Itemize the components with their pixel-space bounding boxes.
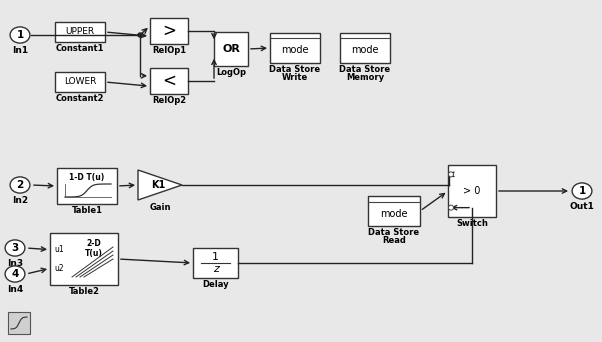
Text: Delay: Delay <box>202 280 229 289</box>
Circle shape <box>448 172 453 177</box>
Ellipse shape <box>10 27 30 43</box>
Text: 2: 2 <box>16 180 23 190</box>
Bar <box>150 18 188 44</box>
Text: OR: OR <box>222 44 240 54</box>
Text: Out1: Out1 <box>569 202 594 211</box>
Text: 1: 1 <box>579 186 586 196</box>
Text: 2-D
T(u): 2-D T(u) <box>85 239 103 259</box>
Ellipse shape <box>5 240 25 256</box>
Bar <box>368 196 420 226</box>
Text: > 0: > 0 <box>464 186 480 196</box>
Text: Gain: Gain <box>149 203 171 212</box>
Text: 4: 4 <box>11 269 19 279</box>
Bar <box>50 233 118 285</box>
Text: Memory: Memory <box>346 73 384 82</box>
Text: mode: mode <box>380 209 408 219</box>
Bar <box>55 72 105 92</box>
Ellipse shape <box>572 183 592 199</box>
Text: mode: mode <box>351 45 379 55</box>
Text: In4: In4 <box>7 285 23 294</box>
Circle shape <box>448 205 453 210</box>
Text: Table2: Table2 <box>69 287 99 296</box>
Text: Table1: Table1 <box>72 206 102 215</box>
Text: 1: 1 <box>16 30 23 40</box>
Bar <box>8 312 30 334</box>
Bar <box>55 22 105 42</box>
Text: Read: Read <box>382 236 406 245</box>
Text: 1-D T(u): 1-D T(u) <box>69 173 105 182</box>
Text: LOWER: LOWER <box>64 78 96 87</box>
Text: z: z <box>213 264 219 274</box>
Text: In3: In3 <box>7 259 23 268</box>
Bar <box>150 68 188 94</box>
Text: In2: In2 <box>12 196 28 205</box>
Bar <box>193 248 238 278</box>
Ellipse shape <box>10 177 30 193</box>
Text: Data Store: Data Store <box>368 228 420 237</box>
Bar <box>448 165 496 217</box>
Text: u1: u1 <box>54 245 64 254</box>
Text: >: > <box>162 22 176 40</box>
Text: K1: K1 <box>151 180 165 190</box>
Polygon shape <box>138 170 182 200</box>
Text: Data Store: Data Store <box>270 65 320 74</box>
Text: In1: In1 <box>12 46 28 55</box>
Text: UPPER: UPPER <box>66 27 95 37</box>
Text: Constant1: Constant1 <box>56 44 104 53</box>
Text: Data Store: Data Store <box>340 65 391 74</box>
Text: u2: u2 <box>54 264 64 273</box>
Text: Write: Write <box>282 73 308 82</box>
Bar <box>340 33 390 63</box>
Text: 1: 1 <box>212 252 219 262</box>
Text: Switch: Switch <box>456 219 488 228</box>
Bar <box>57 168 117 204</box>
Text: mode: mode <box>281 45 309 55</box>
Circle shape <box>138 33 142 37</box>
Text: RelOp1: RelOp1 <box>152 46 186 55</box>
Text: <: < <box>162 72 176 90</box>
Text: RelOp2: RelOp2 <box>152 96 186 105</box>
Bar <box>270 33 320 63</box>
Ellipse shape <box>5 266 25 282</box>
Bar <box>214 32 248 66</box>
Text: Constant2: Constant2 <box>56 94 104 103</box>
Text: 3: 3 <box>11 243 19 253</box>
Text: LogOp: LogOp <box>216 68 246 77</box>
